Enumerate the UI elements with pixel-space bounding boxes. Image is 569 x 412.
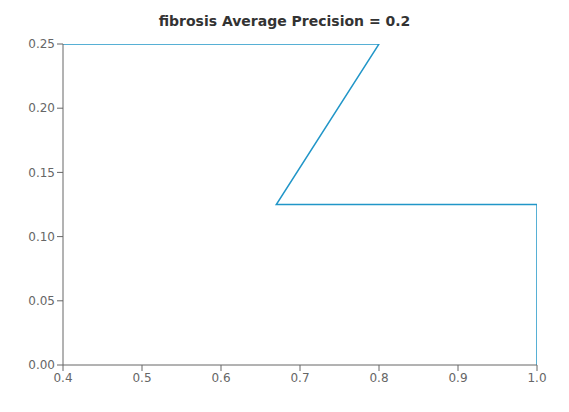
svg-text:0.7: 0.7 [290,371,309,385]
svg-text:1.0: 1.0 [527,371,546,385]
svg-text:0.6: 0.6 [211,371,230,385]
svg-text:0.15: 0.15 [28,166,55,180]
svg-text:0.10: 0.10 [28,230,55,244]
svg-text:0.8: 0.8 [369,371,388,385]
svg-text:0.20: 0.20 [28,101,55,115]
svg-text:0.9: 0.9 [448,371,467,385]
html-text:fibrosis Average Precision = 0: fibrosis Average Precision = 0.2 [158,13,411,29]
svg-text:0.05: 0.05 [28,294,55,308]
svg-text:0.25: 0.25 [28,37,55,51]
svg-text:0.4: 0.4 [53,371,72,385]
svg-text:0.00: 0.00 [28,358,55,372]
svg-text:0.5: 0.5 [132,371,151,385]
